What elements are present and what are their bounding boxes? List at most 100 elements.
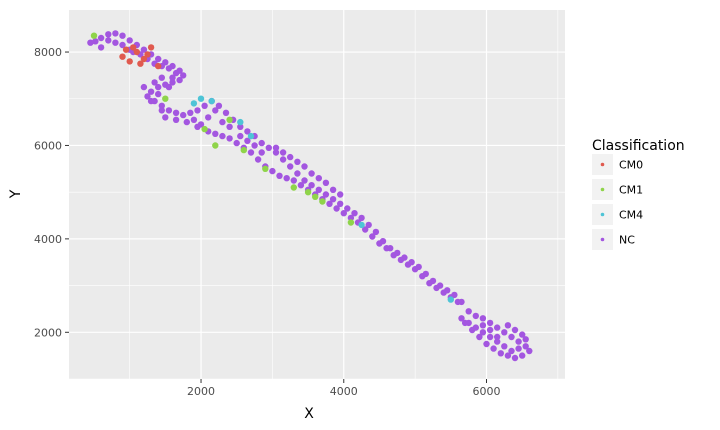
data-point-nc: [226, 135, 233, 142]
data-point-nc: [294, 158, 301, 165]
data-point-nc: [258, 139, 265, 147]
data-point-nc: [105, 37, 112, 44]
data-point-nc: [212, 107, 219, 114]
data-point-nc: [479, 329, 487, 336]
data-point-nc: [290, 177, 297, 184]
data-points: [87, 30, 533, 362]
data-point-cm0: [147, 44, 155, 51]
data-point-nc: [279, 156, 287, 163]
data-point-nc: [226, 123, 233, 130]
data-point-nc: [486, 326, 494, 334]
data-point-cm4: [197, 95, 205, 102]
data-point-nc: [126, 37, 133, 44]
legend-key-dot: [600, 237, 605, 242]
legend-entries: CM0 CM1 CM4 NC: [592, 154, 643, 250]
data-point-nc: [511, 354, 519, 362]
data-point-nc: [479, 315, 487, 322]
data-point-nc: [233, 139, 240, 147]
data-point-nc: [172, 109, 180, 117]
data-point-nc: [504, 352, 512, 359]
data-point-nc: [147, 88, 155, 95]
data-point-nc: [376, 240, 383, 247]
data-point-cm1: [226, 116, 233, 124]
data-point-nc: [301, 177, 308, 184]
data-point-nc: [205, 114, 212, 121]
data-point-nc: [472, 312, 479, 320]
data-point-nc: [119, 41, 126, 49]
data-point-nc: [169, 74, 176, 81]
data-point-nc: [219, 118, 226, 126]
data-point-nc: [279, 149, 287, 156]
data-point-nc: [165, 107, 173, 114]
data-point-nc: [269, 167, 276, 175]
data-point-nc: [508, 347, 515, 355]
data-point-nc: [497, 350, 504, 357]
data-point-nc: [247, 149, 255, 156]
data-point-nc: [486, 319, 494, 327]
data-point-nc: [92, 38, 99, 45]
data-point-nc: [308, 182, 315, 189]
data-point-nc: [515, 338, 522, 345]
data-point-nc: [504, 322, 512, 329]
data-point-nc: [419, 273, 426, 280]
data-point-nc: [187, 109, 194, 117]
data-point-nc: [308, 170, 315, 177]
data-point-nc: [151, 79, 158, 86]
data-point-nc: [265, 144, 272, 151]
data-point-nc: [155, 90, 162, 98]
data-point-nc: [440, 289, 447, 296]
x-axis-ticks: 2000 4000 6000: [187, 379, 500, 398]
data-point-nc: [472, 324, 479, 331]
data-point-nc: [365, 221, 372, 229]
data-point-cm4: [237, 118, 244, 126]
legend: Classification CM0 CM1 CM4 NC: [592, 138, 685, 250]
data-point-nc: [329, 196, 337, 203]
data-point-nc: [390, 252, 397, 259]
legend-label-cm1: CM1: [619, 184, 643, 197]
data-point-nc: [519, 331, 526, 338]
data-point-nc: [112, 30, 119, 37]
data-point-nc: [315, 186, 322, 193]
data-point-nc: [383, 245, 390, 252]
data-point-cm1: [90, 32, 98, 39]
data-point-nc: [494, 324, 501, 331]
data-point-nc: [155, 55, 162, 63]
y-tick-label: 4000: [34, 233, 62, 246]
data-point-nc: [219, 132, 226, 140]
data-point-nc: [426, 280, 433, 287]
data-point-nc: [97, 44, 105, 51]
data-point-nc: [287, 153, 294, 161]
y-tick-label: 2000: [34, 326, 62, 339]
data-point-cm0: [133, 48, 140, 56]
data-point-nc: [519, 352, 526, 359]
data-point-cm4: [358, 221, 365, 229]
data-point-cm4: [247, 132, 255, 140]
data-point-nc: [147, 97, 155, 105]
data-point-nc: [433, 284, 440, 292]
data-point-cm0: [122, 46, 130, 53]
data-point-nc: [112, 39, 119, 46]
data-point-nc: [476, 333, 483, 341]
data-point-nc: [294, 170, 301, 177]
data-point-nc: [372, 228, 380, 236]
data-point-nc: [201, 102, 208, 110]
legend-label-nc: NC: [619, 234, 635, 247]
data-point-cm4: [447, 296, 454, 303]
data-point-nc: [494, 333, 501, 341]
data-point-nc: [397, 256, 405, 264]
data-point-nc: [522, 336, 529, 343]
data-point-nc: [155, 83, 162, 91]
data-point-cm4: [190, 100, 198, 107]
data-point-cm0: [140, 55, 148, 63]
data-point-nc: [172, 69, 180, 77]
data-point-nc: [326, 200, 333, 207]
data-point-cm0: [130, 44, 137, 51]
data-point-nc: [194, 107, 201, 114]
data-point-nc: [119, 32, 126, 39]
data-point-nc: [244, 128, 251, 135]
data-point-nc: [337, 200, 344, 207]
x-axis-title: X: [304, 406, 314, 422]
data-point-nc: [508, 333, 515, 341]
legend-key-dot: [600, 162, 605, 167]
